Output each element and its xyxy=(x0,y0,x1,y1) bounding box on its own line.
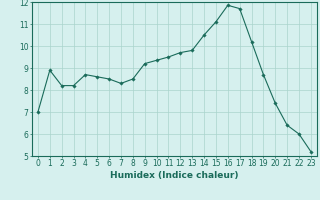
X-axis label: Humidex (Indice chaleur): Humidex (Indice chaleur) xyxy=(110,171,239,180)
